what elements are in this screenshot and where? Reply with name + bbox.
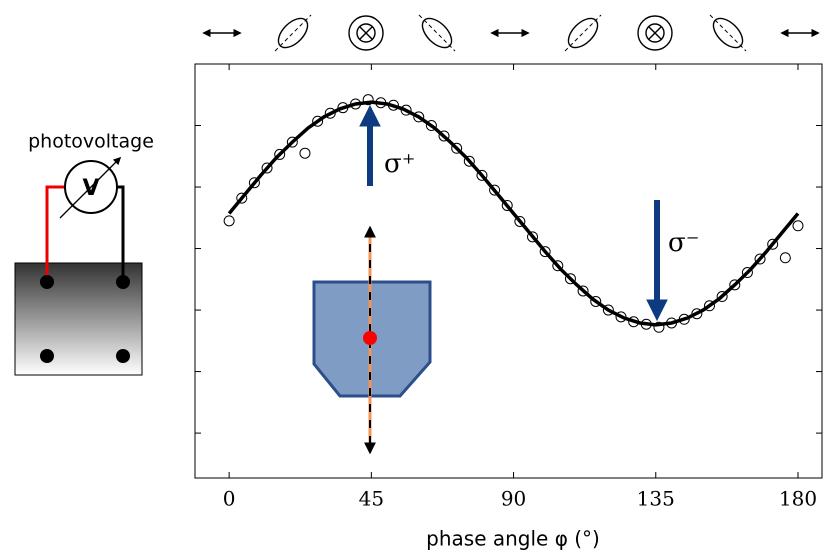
x-tick-label: 0 — [223, 487, 236, 511]
fit-line — [227, 100, 800, 327]
data-point — [792, 220, 804, 232]
x-tick-label: 180 — [779, 487, 817, 511]
circuit: photovoltage V — [14, 131, 154, 376]
annotation: σ⁺ — [384, 149, 415, 179]
annotation: σ⁻ — [668, 228, 699, 258]
data-point — [223, 215, 235, 227]
sigma-arrows — [359, 104, 668, 322]
x-tick-label: 135 — [637, 487, 675, 511]
polarization-symbols — [202, 14, 820, 52]
inset — [312, 225, 432, 455]
data-point — [779, 252, 791, 264]
x-axis-label: phase angle φ (°) — [426, 527, 600, 551]
x-tick-label: 90 — [501, 487, 526, 511]
meter-label: V — [82, 176, 99, 201]
x-tick-label: 45 — [359, 487, 384, 511]
plot-frame — [194, 63, 823, 479]
circuit-label: photovoltage — [28, 131, 154, 153]
data-point — [299, 147, 311, 159]
